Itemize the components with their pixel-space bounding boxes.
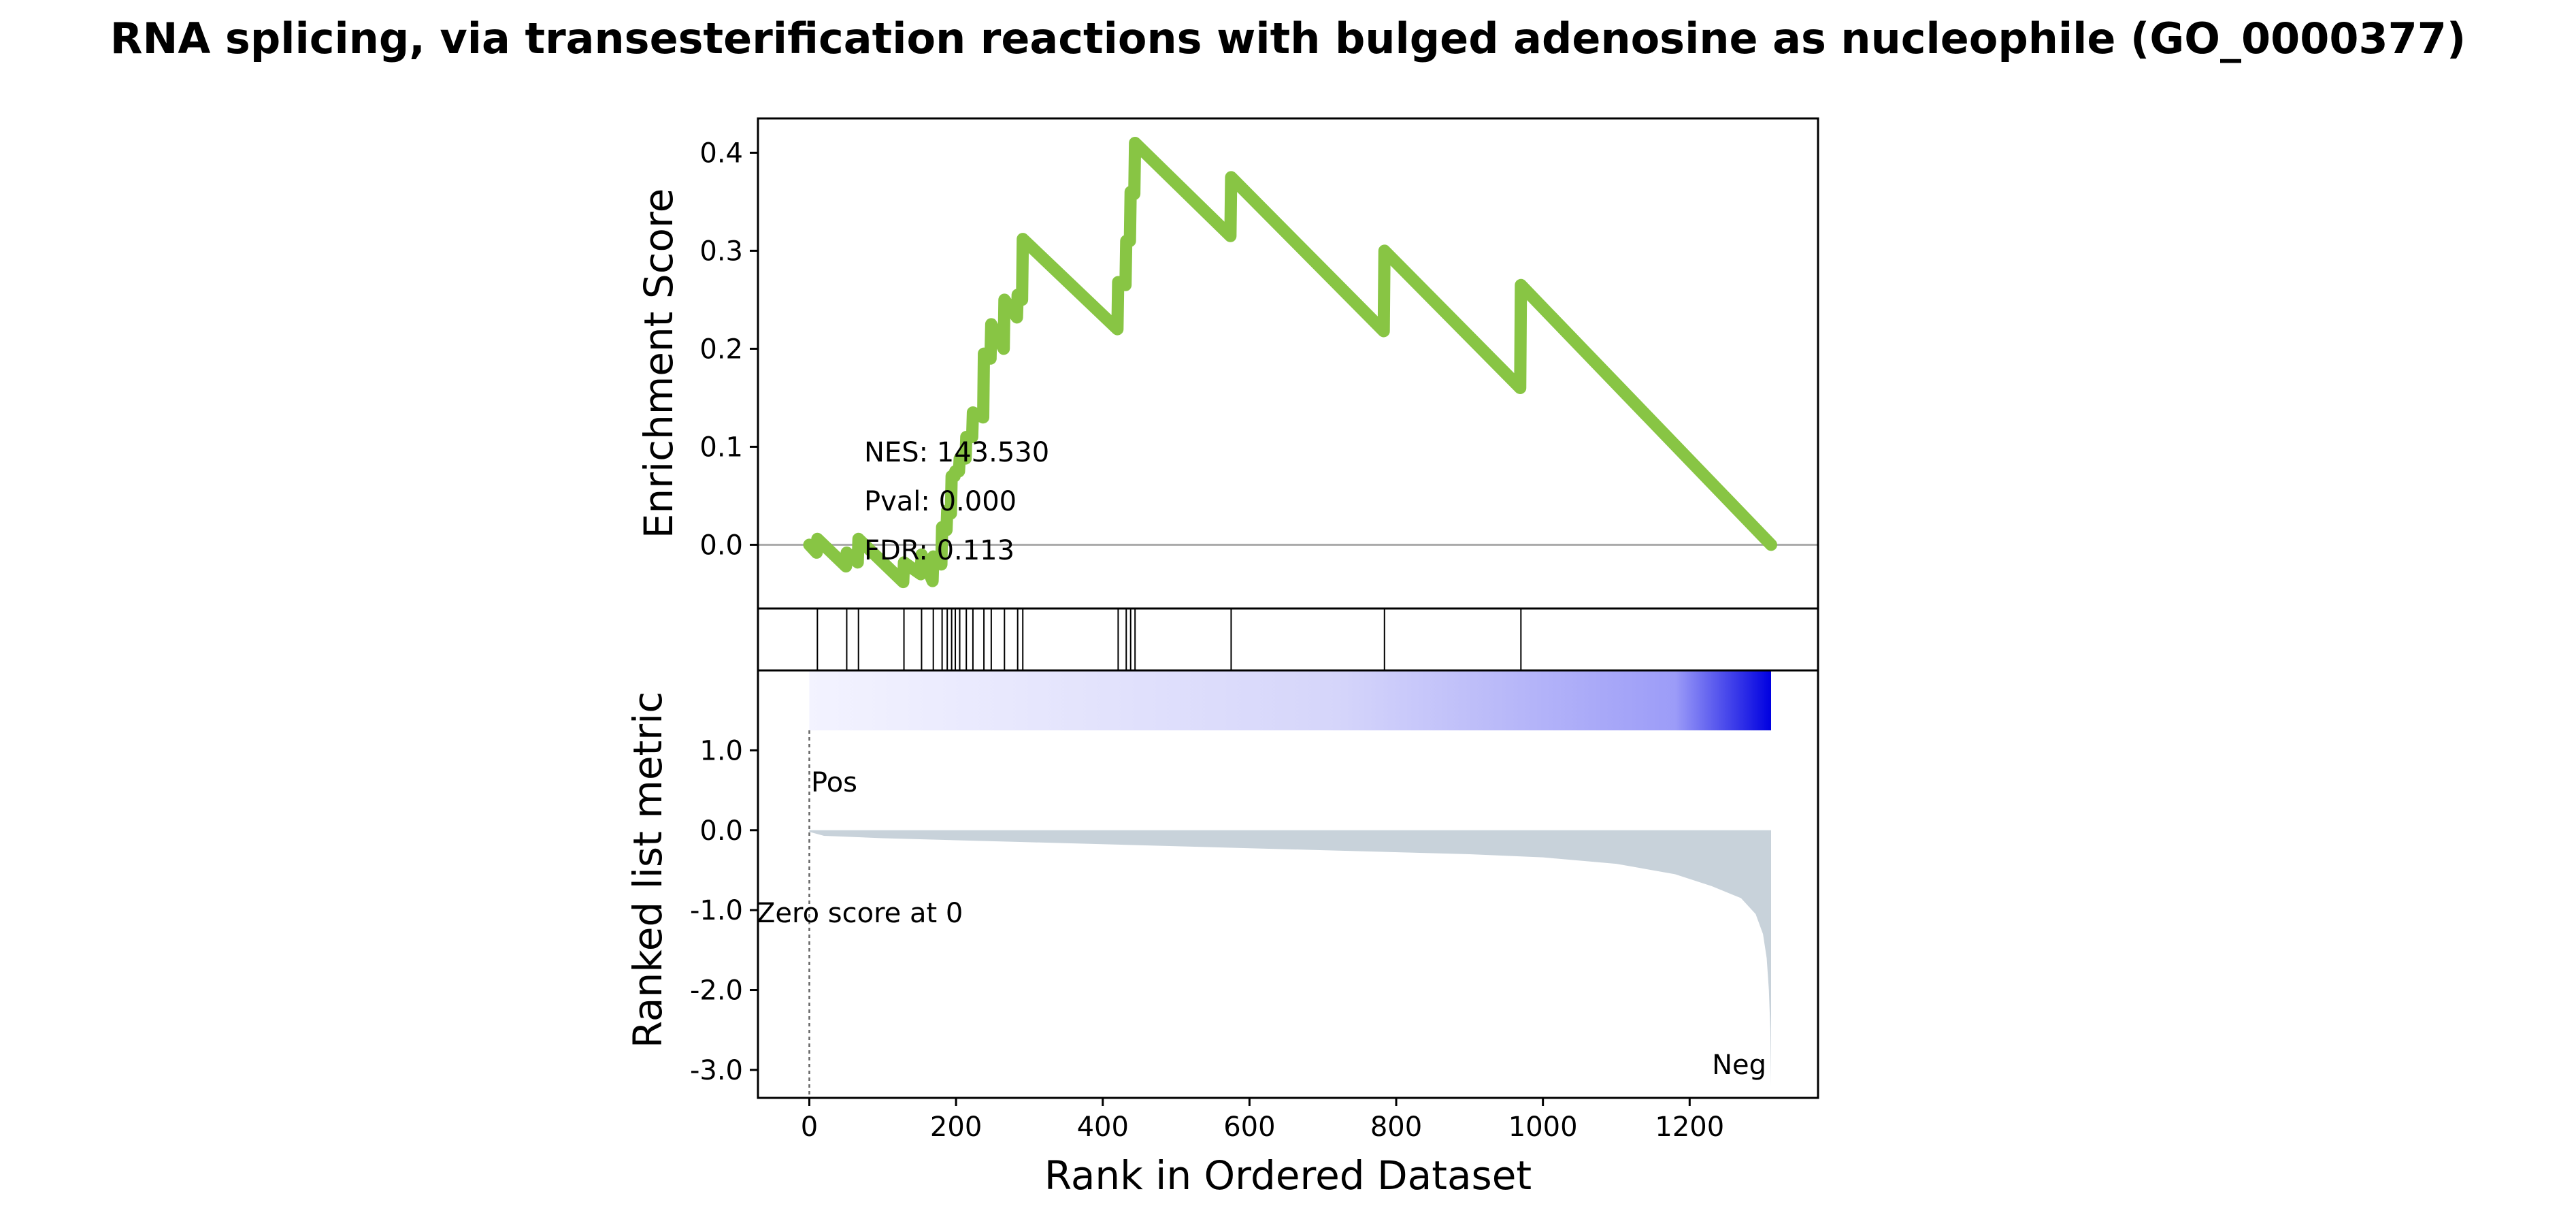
x-tick-label: 200	[930, 1111, 982, 1143]
x-tick-label: 0	[801, 1111, 818, 1143]
rank-gradient-bar	[809, 670, 1771, 731]
enrichment-y-ticks: 0.0 0.1 0.2 0.3 0.4	[699, 137, 758, 561]
ranked-frame	[757, 669, 1819, 1099]
enrichment-y-tick-label: 0.0	[699, 530, 743, 561]
nes-annotation: NES: 143.530	[864, 437, 1049, 468]
enrichment-y-tick-label: 0.2	[699, 334, 743, 365]
neg-label: Neg	[1712, 1050, 1766, 1081]
enrichment-panel: 0.0 0.1 0.2 0.3 0.4 NES: 143.530 Pval: 0.000…	[635, 117, 1819, 610]
zero-score-label: Zero score at 0	[757, 898, 963, 929]
ranked-y-tick-label: -2.0	[690, 975, 743, 1007]
ranked-y-ticks: 1.0 0.0 -1.0 -2.0 -3.0	[690, 735, 758, 1086]
fdr-annotation: FDR: 0.113	[864, 535, 1014, 566]
enrichment-score-line	[803, 137, 1777, 589]
ranked-y-tick-label: -3.0	[690, 1055, 743, 1086]
enrichment-y-tick-label: 0.1	[699, 432, 743, 463]
x-axis-label: Rank in Ordered Dataset	[1044, 1152, 1532, 1199]
ranked-y-tick-label: 1.0	[699, 735, 743, 766]
x-tick-label: 400	[1077, 1111, 1129, 1143]
x-axis-ticks: 0 200 400 600 800 1000 1200	[801, 1098, 1724, 1143]
hits-frame	[757, 607, 1819, 672]
ranked-y-tick-label: -1.0	[690, 895, 743, 926]
hit-markers	[816, 608, 1522, 670]
enrichment-y-tick-label: 0.3	[699, 236, 743, 267]
enrichment-y-tick-label: 0.4	[699, 137, 743, 169]
ranked-y-tick-label: 0.0	[699, 815, 743, 847]
x-tick-label: 1200	[1655, 1111, 1724, 1143]
ranked-y-label: Ranked list metric	[625, 692, 671, 1048]
enrichment-y-label: Enrichment Score	[635, 189, 682, 539]
x-tick-label: 600	[1223, 1111, 1275, 1143]
hits-panel	[757, 607, 1819, 672]
ranked-metric-area	[809, 830, 1771, 1086]
pos-label: Pos	[811, 767, 857, 798]
ranked-panel: 1.0 0.0 -1.0 -2.0 -3.0 0 200 400 600 800 1000 1200…	[625, 669, 1819, 1199]
x-tick-label: 1000	[1508, 1111, 1578, 1143]
pval-annotation: Pval: 0.000	[864, 486, 1017, 517]
x-tick-label: 800	[1370, 1111, 1422, 1143]
chart-title: RNA splicing, via transesterification re…	[110, 14, 2466, 63]
